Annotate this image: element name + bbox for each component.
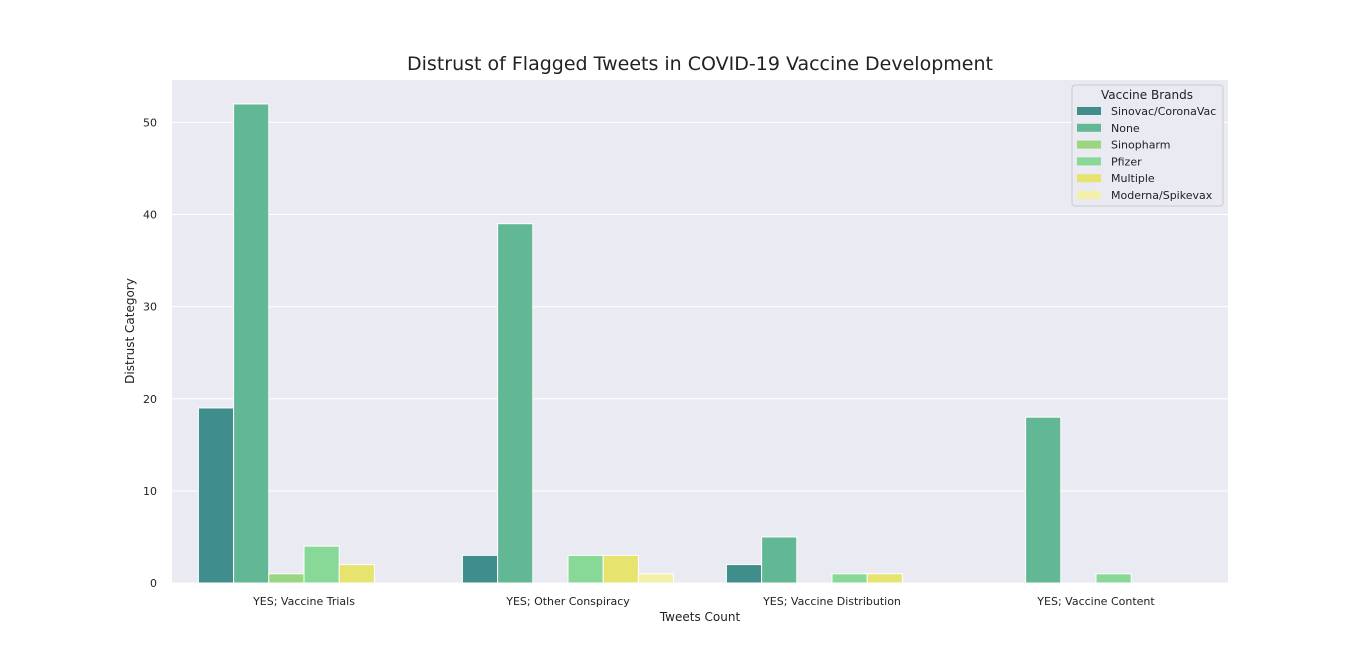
y-tick-label: 10 [143, 485, 157, 498]
legend-swatch [1077, 191, 1101, 199]
legend-items: Sinovac/CoronaVac None Sinopharm Pfizer Mult… [1077, 105, 1216, 202]
bar [1095, 573, 1132, 584]
legend-swatch [1077, 157, 1101, 166]
bar [637, 573, 675, 584]
bar [831, 573, 868, 584]
bar [338, 564, 375, 584]
bar [567, 554, 604, 584]
legend-box [1071, 84, 1224, 207]
y-tick-label: 50 [143, 116, 157, 129]
legend-label: Sinopharm [1111, 139, 1170, 152]
legend-label: Multiple [1111, 172, 1155, 185]
bar [761, 536, 798, 584]
x-tick-label: YES; Vaccine Trials [252, 595, 355, 608]
bar [1025, 416, 1062, 584]
bar [461, 554, 499, 584]
x-tick-label: YES; Other Conspiracy [505, 595, 630, 608]
y-tick-labels: 0 10 20 30 40 50 [143, 116, 157, 590]
chart-title: Distrust of Flagged Tweets in COVID-19 V… [407, 53, 993, 75]
bar [233, 103, 270, 584]
x-tick-label: YES; Vaccine Content [1036, 595, 1155, 608]
bar [866, 573, 903, 584]
legend-swatch [1077, 174, 1101, 183]
bar [497, 223, 534, 584]
y-tick-label: 40 [143, 209, 157, 222]
legend-label: None [1111, 122, 1140, 135]
y-tick-label: 20 [143, 393, 157, 406]
legend-swatch [1077, 107, 1101, 115]
bar [268, 573, 305, 584]
bar [602, 554, 639, 584]
x-tick-label: YES; Vaccine Distribution [762, 595, 901, 608]
y-tick-label: 30 [143, 301, 157, 314]
bars [197, 103, 1132, 584]
legend-title: Vaccine Brands [1101, 88, 1193, 102]
legend-label: Moderna/Spikevax [1111, 189, 1213, 202]
legend-swatch [1077, 140, 1101, 149]
bar [197, 407, 235, 584]
x-axis-label: Tweets Count [659, 610, 741, 624]
y-tick-label: 0 [150, 577, 157, 590]
legend: Vaccine Brands Sinovac/CoronaVacNoneSino… [1071, 84, 1224, 207]
legend-label: Sinovac/CoronaVac [1111, 105, 1216, 118]
legend-swatch [1077, 123, 1101, 132]
legend-label: Pfizer [1111, 155, 1142, 168]
y-axis-label: Distrust Category [123, 278, 137, 384]
x-tick-labels: YES; Vaccine Trials YES; Other Conspiracy… [252, 595, 1155, 608]
bar [725, 564, 763, 584]
plot-background [172, 80, 1228, 583]
bar [303, 545, 340, 584]
